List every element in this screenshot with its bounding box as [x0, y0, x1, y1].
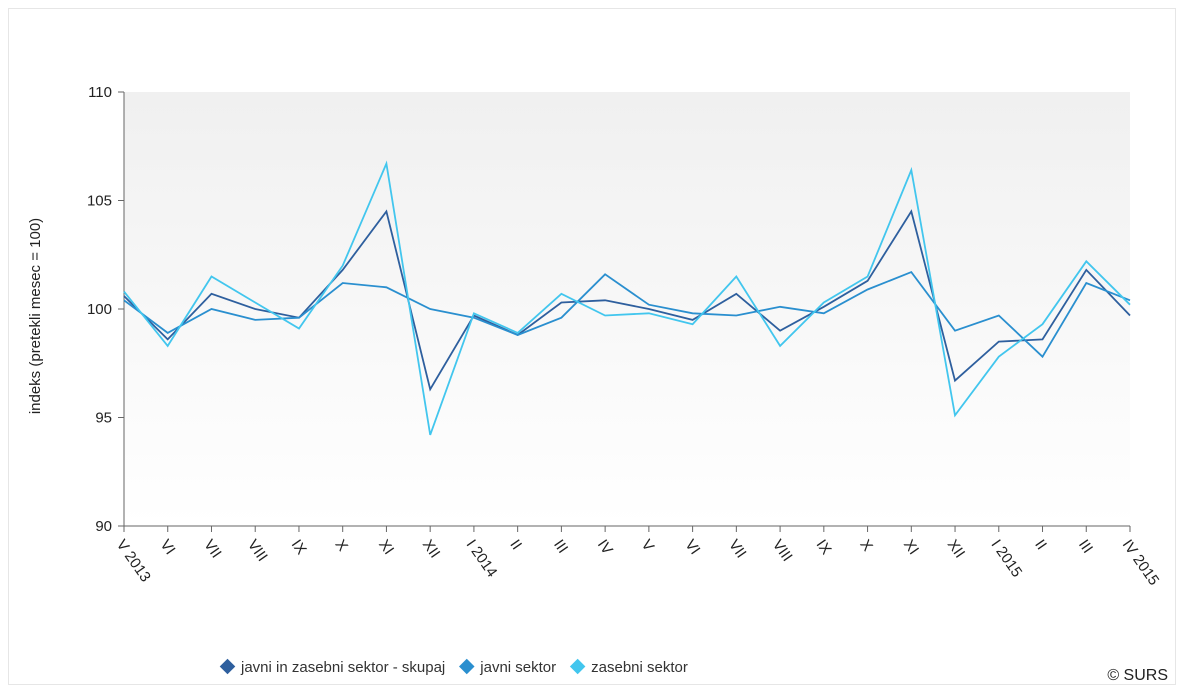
credit-label: © SURS [1107, 667, 1168, 684]
y-axis-title: indeks (pretekli mesec = 100) [27, 218, 44, 414]
legend: javni in zasebni sektor - skupaj javni se… [219, 658, 688, 676]
x-tick-label: VI [681, 537, 703, 558]
legend-marker-icon [458, 658, 475, 675]
x-tick-label: IV 2015 [1119, 537, 1163, 589]
x-tick-label: XI [375, 537, 397, 558]
y-tick-label: 95 [95, 410, 112, 427]
series-line-2 [123, 271, 1131, 359]
x-tick-label: IV [594, 537, 616, 558]
x-tick-label: X [856, 537, 876, 555]
x-tick-label: IX [288, 537, 310, 558]
x-tick-label: XI [900, 537, 922, 558]
y-axis-ticks: 90 95 100 105 110 [87, 84, 124, 535]
x-tick-label: VII [725, 537, 749, 562]
y-tick-label: 110 [88, 84, 112, 101]
x-tick-label: XII [944, 537, 968, 562]
series-line-3 [123, 160, 1131, 436]
series-lines [123, 160, 1131, 436]
x-tick-label: X [331, 537, 351, 555]
legend-marker-icon [219, 658, 236, 675]
legend-label: javni sektor [479, 659, 556, 676]
x-tick-label: I 2014 [463, 537, 501, 581]
x-axis-ticks: V 2013 VI VII VIII IX X XI XII I 2014 II III IV V VI V… [113, 526, 1163, 589]
series-line-1 [123, 209, 1131, 392]
y-tick-label: 90 [95, 518, 112, 535]
x-tick-label: VI [156, 537, 178, 558]
legend-label: zasebni sektor [591, 659, 688, 676]
plot-area [124, 92, 1130, 526]
legend-label: javni in zasebni sektor - skupaj [240, 659, 445, 676]
x-tick-label: II [1031, 537, 1050, 554]
x-tick-label: VIII [769, 537, 796, 565]
x-tick-label: II [506, 537, 525, 554]
x-tick-label: I 2015 [988, 537, 1026, 581]
legend-marker-icon [569, 658, 586, 675]
x-tick-label: VIII [244, 537, 271, 565]
x-tick-label: III [550, 537, 571, 557]
y-tick-label: 105 [87, 193, 112, 210]
x-tick-label: XII [419, 537, 443, 562]
x-tick-label: IX [813, 537, 835, 558]
x-tick-label: III [1075, 537, 1096, 557]
x-tick-label: VII [200, 537, 224, 562]
x-tick-label: V 2013 [113, 537, 154, 586]
x-tick-label: V [638, 537, 658, 555]
y-tick-label: 100 [87, 301, 112, 318]
